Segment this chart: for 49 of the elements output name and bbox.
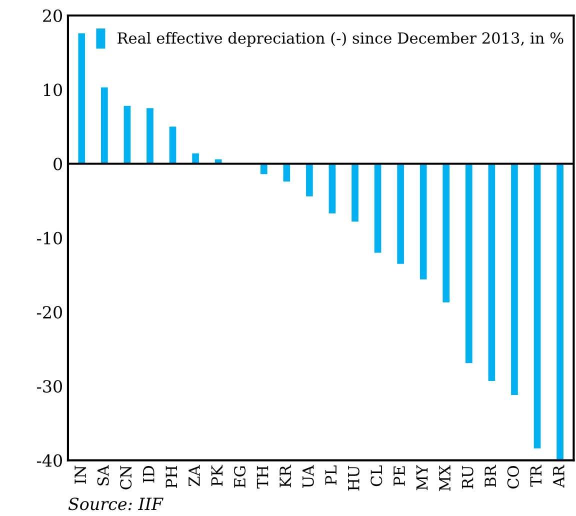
bar [352, 164, 358, 222]
bar [397, 164, 404, 264]
source-note: Source: IIF [68, 498, 164, 510]
y-tick-label: -30 [37, 380, 62, 393]
bar [124, 106, 131, 164]
bar [374, 164, 382, 253]
bar [420, 164, 427, 280]
bar [283, 164, 290, 182]
bar [101, 87, 108, 164]
bar [78, 33, 86, 164]
x-tick-label: CL [370, 466, 382, 486]
x-tick-label: PH [166, 466, 177, 488]
y-tick-label: 10 [44, 84, 62, 96]
x-tick-label: AR [553, 464, 564, 488]
x-tick-label: PE [394, 466, 405, 486]
x-tick-label: MY [416, 465, 428, 490]
legend-label: Real effective depreciation (-) since December 2013, in % [118, 32, 564, 47]
x-tick-label: MX [439, 465, 450, 491]
y-tick-label: 20 [43, 9, 62, 22]
x-tick-label: CO [507, 466, 519, 488]
bar [146, 108, 154, 164]
x-tick-label: IN [74, 466, 86, 484]
x-tick-label: ID [143, 466, 154, 483]
bar [556, 164, 564, 460]
bar [511, 164, 518, 396]
x-tick-label: TR [530, 464, 542, 487]
bar [169, 126, 176, 164]
x-tick-label: ZA [188, 464, 200, 486]
x-tick-label: UA [302, 464, 314, 488]
x-tick-label: CN [120, 466, 132, 490]
x-tick-label: RU [462, 466, 474, 489]
y-tick-label: -40 [37, 454, 62, 467]
x-tick-label: SA [97, 464, 109, 486]
x-tick-label: BR [484, 464, 496, 488]
bar [328, 164, 336, 214]
y-tick-label: 0 [54, 158, 62, 170]
y-tick-label: -20 [37, 306, 62, 319]
bar [534, 164, 541, 448]
bar [488, 164, 496, 381]
x-tick-label: TH [256, 466, 268, 488]
x-tick-label: KR [280, 464, 291, 488]
bar [306, 164, 313, 196]
bar [442, 164, 450, 302]
y-tick-label: -10 [37, 232, 62, 244]
x-tick-label: PK [211, 464, 223, 486]
x-tick-label: HU [348, 466, 360, 490]
x-tick-label: PL [325, 466, 336, 485]
x-tick-label: EG [234, 466, 246, 488]
bar [465, 164, 472, 364]
